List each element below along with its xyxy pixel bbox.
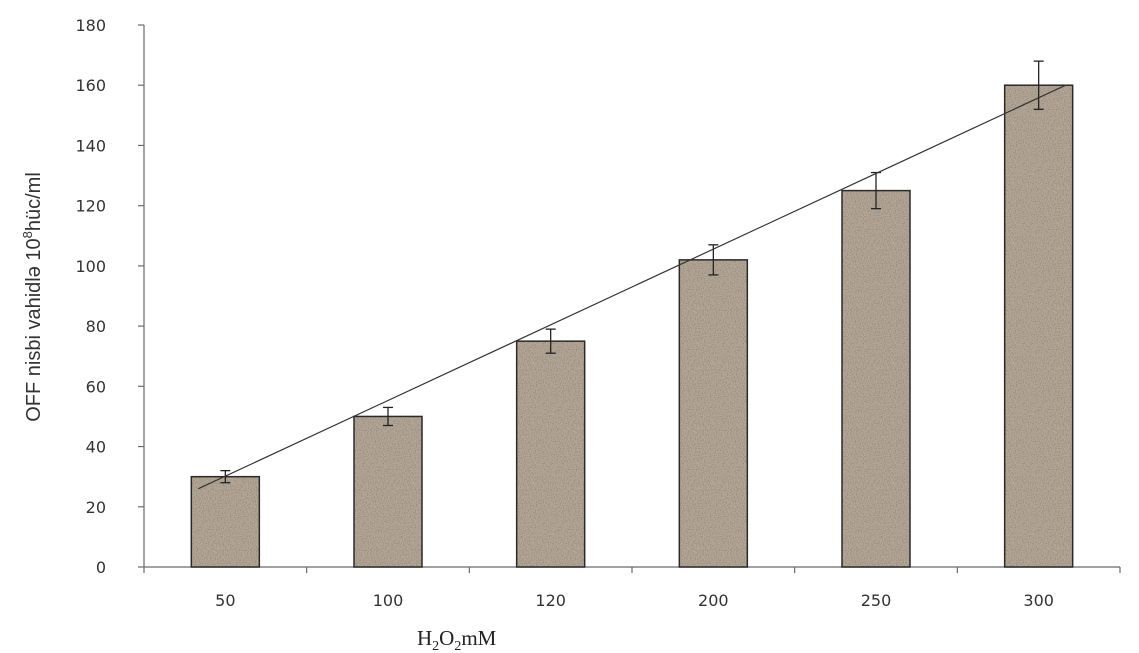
- y-tick-label: 140: [75, 136, 106, 155]
- x-tick-label: 250: [861, 591, 892, 610]
- y-axis-title: OFF nisbi vahidlə 108hüc/ml: [20, 172, 45, 422]
- x-ticks: 50 100 120 200 250 300: [143, 567, 1121, 610]
- x-axis-title: H2O2mM: [417, 626, 497, 653]
- y-axis-title-superscript: 8: [20, 231, 35, 238]
- x-tick-label: 200: [698, 591, 729, 610]
- y-tick-label: 100: [75, 257, 106, 276]
- y-ticks: 0 20 40 60 80 100 120 140 160 180: [75, 16, 144, 577]
- bar: [678, 259, 749, 568]
- x-axis-title-unit: mM: [461, 626, 496, 650]
- x-tick-label: 50: [215, 591, 235, 610]
- x-axis-title-h: H: [417, 626, 432, 650]
- y-tick-label: 0: [96, 558, 106, 577]
- y-tick-label: 40: [86, 438, 106, 457]
- bar: [1003, 84, 1074, 568]
- bar: [353, 415, 423, 568]
- y-axis: 0 20 40 60 80 100 120 140 160 180: [75, 16, 145, 577]
- bar: [841, 189, 911, 568]
- bar: [190, 475, 261, 568]
- y-axis-title-suffix: hüc/ml: [23, 172, 45, 231]
- y-tick-label: 20: [86, 498, 106, 517]
- x-tick-label: 100: [373, 591, 404, 610]
- y-tick-label: 120: [75, 197, 106, 216]
- y-tick-label: 180: [75, 16, 106, 35]
- x-axis-title-sub-1: 2: [432, 639, 439, 653]
- x-tick-label: 120: [535, 591, 566, 610]
- x-axis-title-o: O: [439, 626, 454, 650]
- y-tick-label: 60: [86, 377, 106, 396]
- y-tick-label: 160: [75, 76, 106, 95]
- x-axis-title-sub-2: 2: [454, 639, 461, 653]
- x-tick-label: 300: [1023, 591, 1054, 610]
- x-axis: 50 100 120 200 250 300: [143, 566, 1121, 610]
- error-bars: [220, 60, 1044, 484]
- y-tick-label: 80: [86, 317, 106, 336]
- y-axis-title-prefix: OFF nisbi vahidlə 10: [23, 238, 45, 421]
- linear-trendline: [198, 84, 1066, 490]
- bars: [190, 84, 1074, 568]
- bar: [515, 340, 586, 568]
